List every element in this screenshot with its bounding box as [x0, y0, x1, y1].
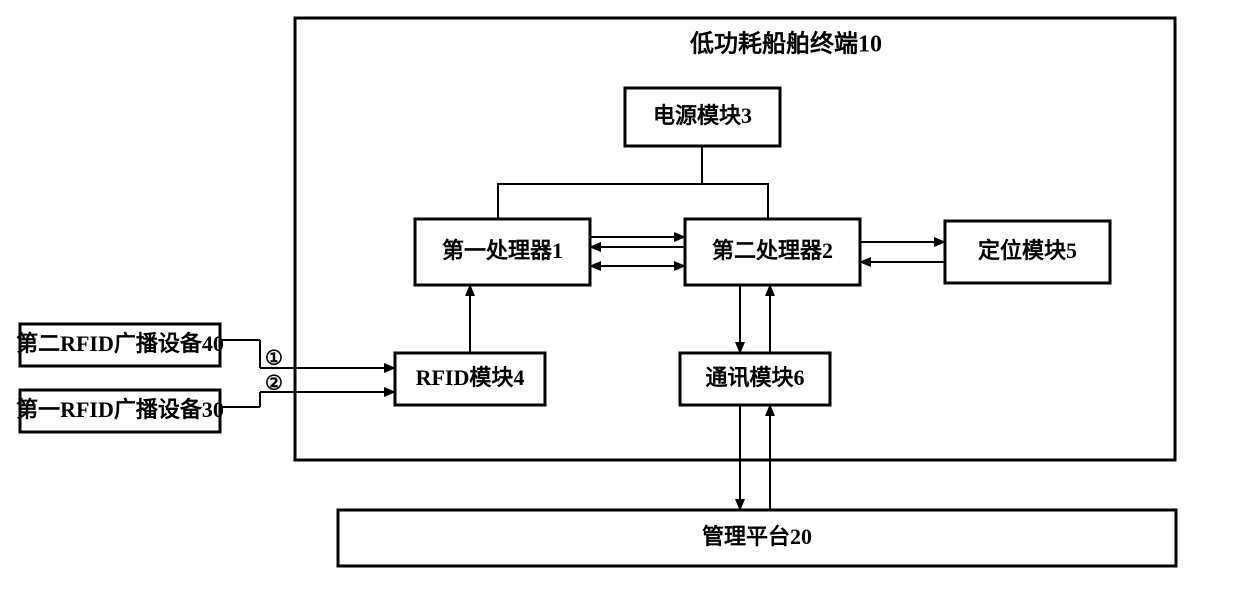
label-rfid_bc1: 第一RFID广播设备30: [16, 397, 224, 422]
label-power: 电源模块3: [653, 103, 752, 128]
circled-circ1: ①: [265, 348, 283, 370]
label-pos: 定位模块5: [978, 238, 1077, 263]
label-platform: 管理平台20: [702, 524, 812, 549]
edge-power-to-proc2: [702, 146, 768, 219]
edge-power-to-proc1: [498, 146, 702, 219]
diagram-canvas: 低功耗船舶终端10 电源模块3 第一处理器1 第二处理器2 定位模块5 RFID模块4 通讯…: [0, 0, 1240, 597]
circled-circ2: ②: [265, 373, 283, 395]
label-proc1: 第一处理器1: [442, 238, 563, 263]
label-rfid_mod: RFID模块4: [416, 365, 525, 390]
label-rfid_bc2: 第二RFID广播设备40: [16, 331, 224, 356]
label-proc2: 第二处理器2: [712, 238, 833, 263]
label-comm: 通讯模块6: [705, 365, 804, 390]
terminal-title: 低功耗船舶终端10: [689, 30, 882, 58]
